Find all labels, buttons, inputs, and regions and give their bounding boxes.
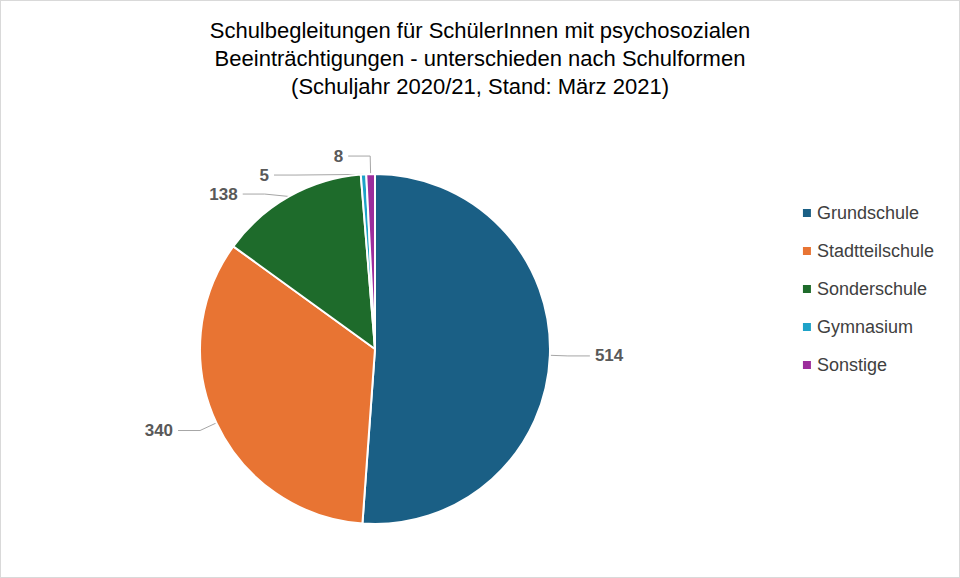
- svg-text:Sonstige: Sonstige: [817, 355, 887, 375]
- svg-text:(Schuljahr 2020/21, Stand: Mär: (Schuljahr 2020/21, Stand: März 2021): [291, 74, 669, 99]
- svg-text:Sonderschule: Sonderschule: [817, 279, 927, 299]
- svg-text:340: 340: [145, 421, 173, 440]
- svg-text:514: 514: [595, 346, 624, 365]
- svg-text:8: 8: [334, 147, 343, 166]
- svg-text:Gymnasium: Gymnasium: [817, 317, 913, 337]
- svg-text:5: 5: [260, 166, 269, 185]
- svg-text:Beeinträchtigungen - unterschi: Beeinträchtigungen - unterschieden nach …: [215, 46, 746, 71]
- svg-text:Schulbegleitungen für SchülerI: Schulbegleitungen für SchülerInnen mit p…: [210, 18, 751, 43]
- svg-text:138: 138: [209, 185, 237, 204]
- svg-text:Grundschule: Grundschule: [817, 203, 919, 223]
- svg-text:Stadtteilschule: Stadtteilschule: [817, 241, 934, 261]
